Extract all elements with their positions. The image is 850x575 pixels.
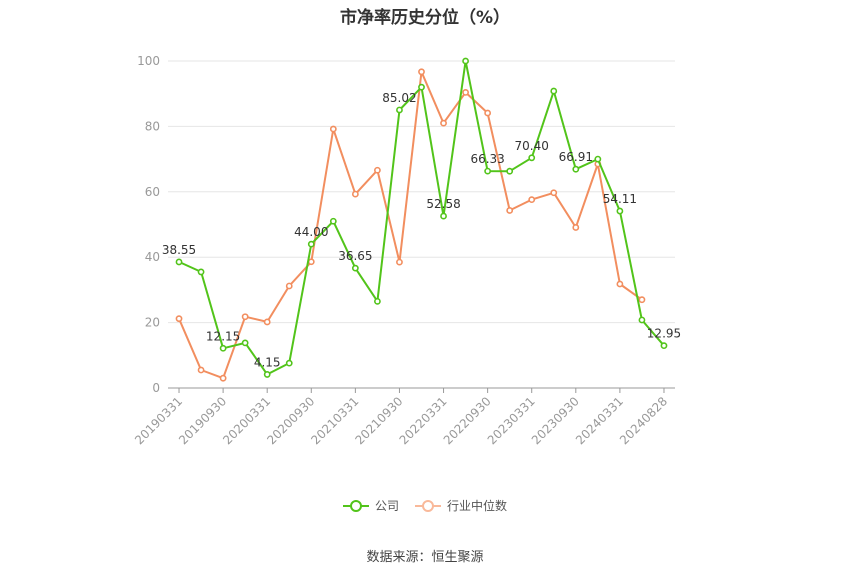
series-point-1 [418,68,425,76]
series-point-0 [484,167,492,175]
series-point-1 [351,190,359,198]
series-point-1 [550,189,558,197]
series-point-1 [263,318,271,326]
series-point-0 [462,57,469,65]
series-point-0 [550,87,558,95]
series-point-0 [285,359,293,367]
series-point-0 [329,217,337,225]
series-line-0 [178,60,665,376]
y-tick-label: 60 [145,185,160,199]
legend-industry-label: 行业中位数 [447,499,508,513]
legend-item-company[interactable]: 公司 [342,497,399,514]
series-point-1 [374,166,381,174]
series-point-1 [241,313,249,321]
data-label: 66.91 [559,150,593,164]
series-point-0 [572,165,580,173]
series-point-1 [307,258,315,266]
series-point-1 [572,224,580,231]
data-label: 70.40 [515,139,549,153]
series-point-1 [175,315,183,323]
series-point-0 [594,155,602,163]
series-point-1 [440,119,447,127]
series-point-1 [285,282,293,290]
legend-company-swatch [342,499,369,513]
series-point-1 [329,125,337,133]
series-point-0 [175,258,183,266]
series-point-1 [506,207,514,214]
y-tick-label: 100 [137,54,160,68]
chart-legend: 公司 行业中位数 [0,497,850,514]
y-tick-label: 80 [145,119,160,133]
series-point-0 [263,371,271,378]
legend-item-industry-median[interactable]: 行业中位数 [415,497,507,514]
y-tick-label: 40 [145,250,160,264]
series-point-1 [638,296,646,304]
series-point-1 [528,196,536,204]
series-point-0 [440,212,447,220]
series-point-0 [197,268,205,276]
series-point-0 [660,342,668,350]
chart-title: 市净率历史分位（%） [339,8,511,28]
series-point-1 [462,88,469,96]
y-tick-label: 20 [145,316,160,330]
series-point-0 [219,344,227,352]
data-label: 44.00 [294,225,328,239]
data-label: 85.02 [382,91,416,105]
series-point-0 [528,154,536,162]
data-label: 52.58 [426,197,460,211]
data-label: 54.11 [603,192,637,206]
series-point-0 [506,167,514,175]
series-point-0 [418,83,425,91]
series-point-1 [396,258,403,266]
series-point-0 [638,316,646,324]
series-point-1 [219,374,227,382]
legend-industry-swatch [415,499,441,513]
data-label: 66.33 [470,152,504,166]
series-point-0 [241,339,249,347]
y-tick-label: 0 [152,381,160,395]
data-label: 38.55 [162,243,196,257]
data-label: 12.15 [206,329,240,343]
series-point-0 [374,297,381,305]
x-tick-label: 20240828 [617,394,670,447]
series-point-1 [197,366,205,374]
series-line-1 [178,70,643,380]
series-point-1 [484,109,492,117]
series-point-0 [616,207,624,215]
legend-company-label: 公司 [374,499,399,513]
series-point-0 [351,264,359,272]
series-point-0 [396,106,403,114]
data-label: 36.65 [338,249,372,263]
data-source-note: 数据来源：恒生聚源 [366,550,484,565]
series-point-1 [616,280,624,288]
data-label: 12.95 [647,327,681,341]
series-point-0 [307,240,315,248]
data-label: 4.15 [254,355,281,369]
